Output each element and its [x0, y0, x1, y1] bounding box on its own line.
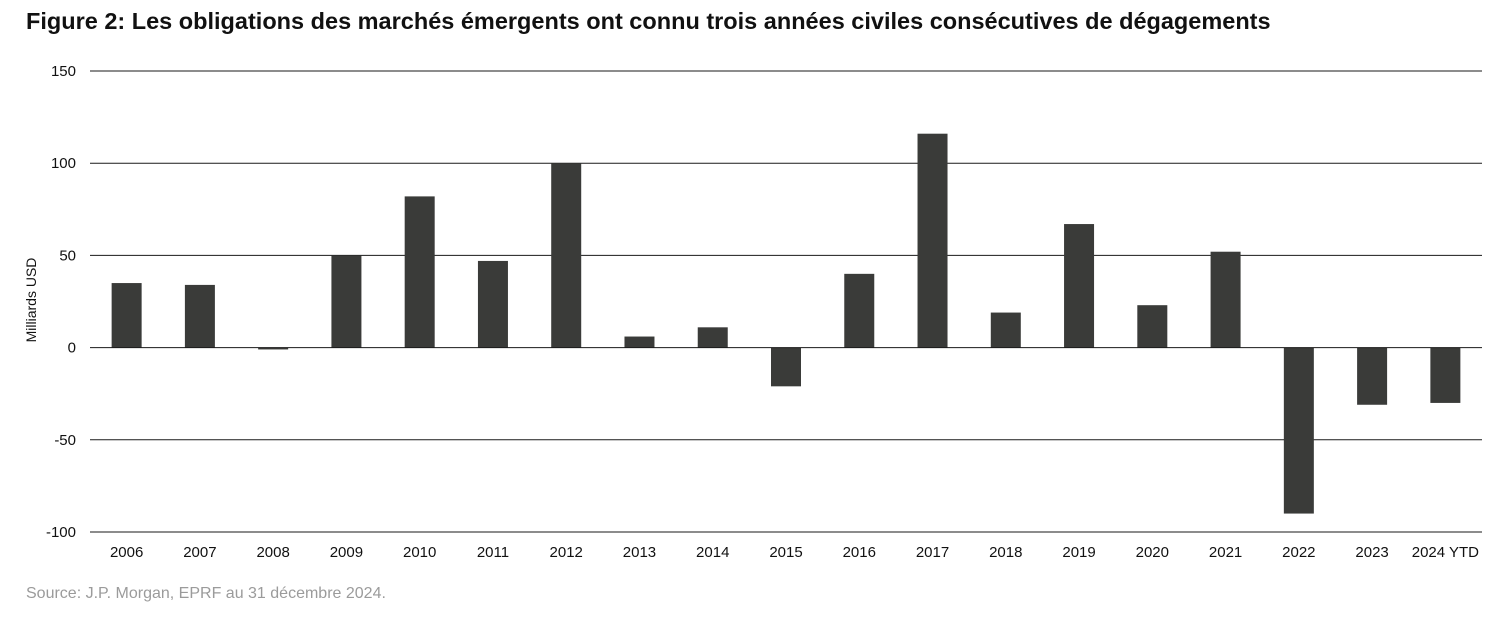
bar-2024-ytd [1430, 347, 1461, 403]
bar-2019 [1064, 224, 1095, 348]
bar-2015 [771, 347, 801, 387]
bar-2022 [1283, 347, 1314, 514]
bar-2011 [477, 260, 508, 348]
x-tick-label: 2016 [843, 544, 876, 561]
y-tick-labels: 150 100 50 0 -50 -100 [46, 63, 76, 541]
bar-2023 [1357, 347, 1388, 405]
x-tick-label: 2015 [769, 544, 802, 561]
chart-title: Figure 2: Les obligations des marchés ém… [26, 8, 1271, 34]
bar-2007 [184, 284, 215, 348]
gridlines [90, 70, 1482, 533]
x-tick-label: 2014 [696, 544, 729, 561]
bar-2009 [331, 255, 362, 348]
x-tick-label: 2007 [183, 544, 216, 561]
y-axis-label: Milliards USD [23, 258, 39, 343]
y-tick-label: -100 [46, 524, 76, 541]
bar-2008 [258, 347, 289, 350]
x-tick-label: 2010 [403, 544, 436, 561]
bar-2010 [404, 196, 435, 348]
bar-2014 [697, 327, 728, 348]
bar-2021 [1210, 251, 1241, 348]
y-tick-label: 100 [51, 155, 76, 172]
y-tick-label: 50 [59, 247, 76, 264]
bar-2006 [111, 283, 142, 348]
bar-2020 [1137, 305, 1168, 348]
x-tick-label: 2009 [330, 544, 363, 561]
x-tick-label: 2020 [1136, 544, 1169, 561]
x-tick-label: 2021 [1209, 544, 1242, 561]
x-tick-label: 2023 [1355, 544, 1388, 561]
x-tick-label: 2024 YTD [1412, 544, 1479, 561]
x-tick-label: 2013 [623, 544, 656, 561]
x-tick-label: 2019 [1062, 544, 1095, 561]
x-tick-label: 2008 [256, 544, 289, 561]
bar-2018 [990, 312, 1021, 348]
source-note: Source: J.P. Morgan, EPRF au 31 décembre… [26, 585, 386, 602]
y-tick-label: -50 [54, 432, 76, 449]
x-tick-label: 2006 [110, 544, 143, 561]
bar-2016 [844, 273, 875, 348]
bar-2012 [551, 163, 582, 348]
y-tick-label: 0 [68, 340, 76, 357]
x-tick-label: 2018 [989, 544, 1022, 561]
x-tick-label: 2012 [550, 544, 583, 561]
bars [111, 133, 1461, 514]
x-tick-labels: 2006 2007 2008 2009 2010 2011 2012 2013 2014 2015… [110, 544, 1479, 561]
x-tick-label: 2022 [1282, 544, 1315, 561]
x-tick-label: 2017 [916, 544, 949, 561]
bar-2013 [624, 336, 655, 348]
bar-2017 [917, 133, 948, 348]
y-tick-label: 150 [51, 63, 76, 80]
x-tick-label: 2011 [477, 544, 509, 561]
